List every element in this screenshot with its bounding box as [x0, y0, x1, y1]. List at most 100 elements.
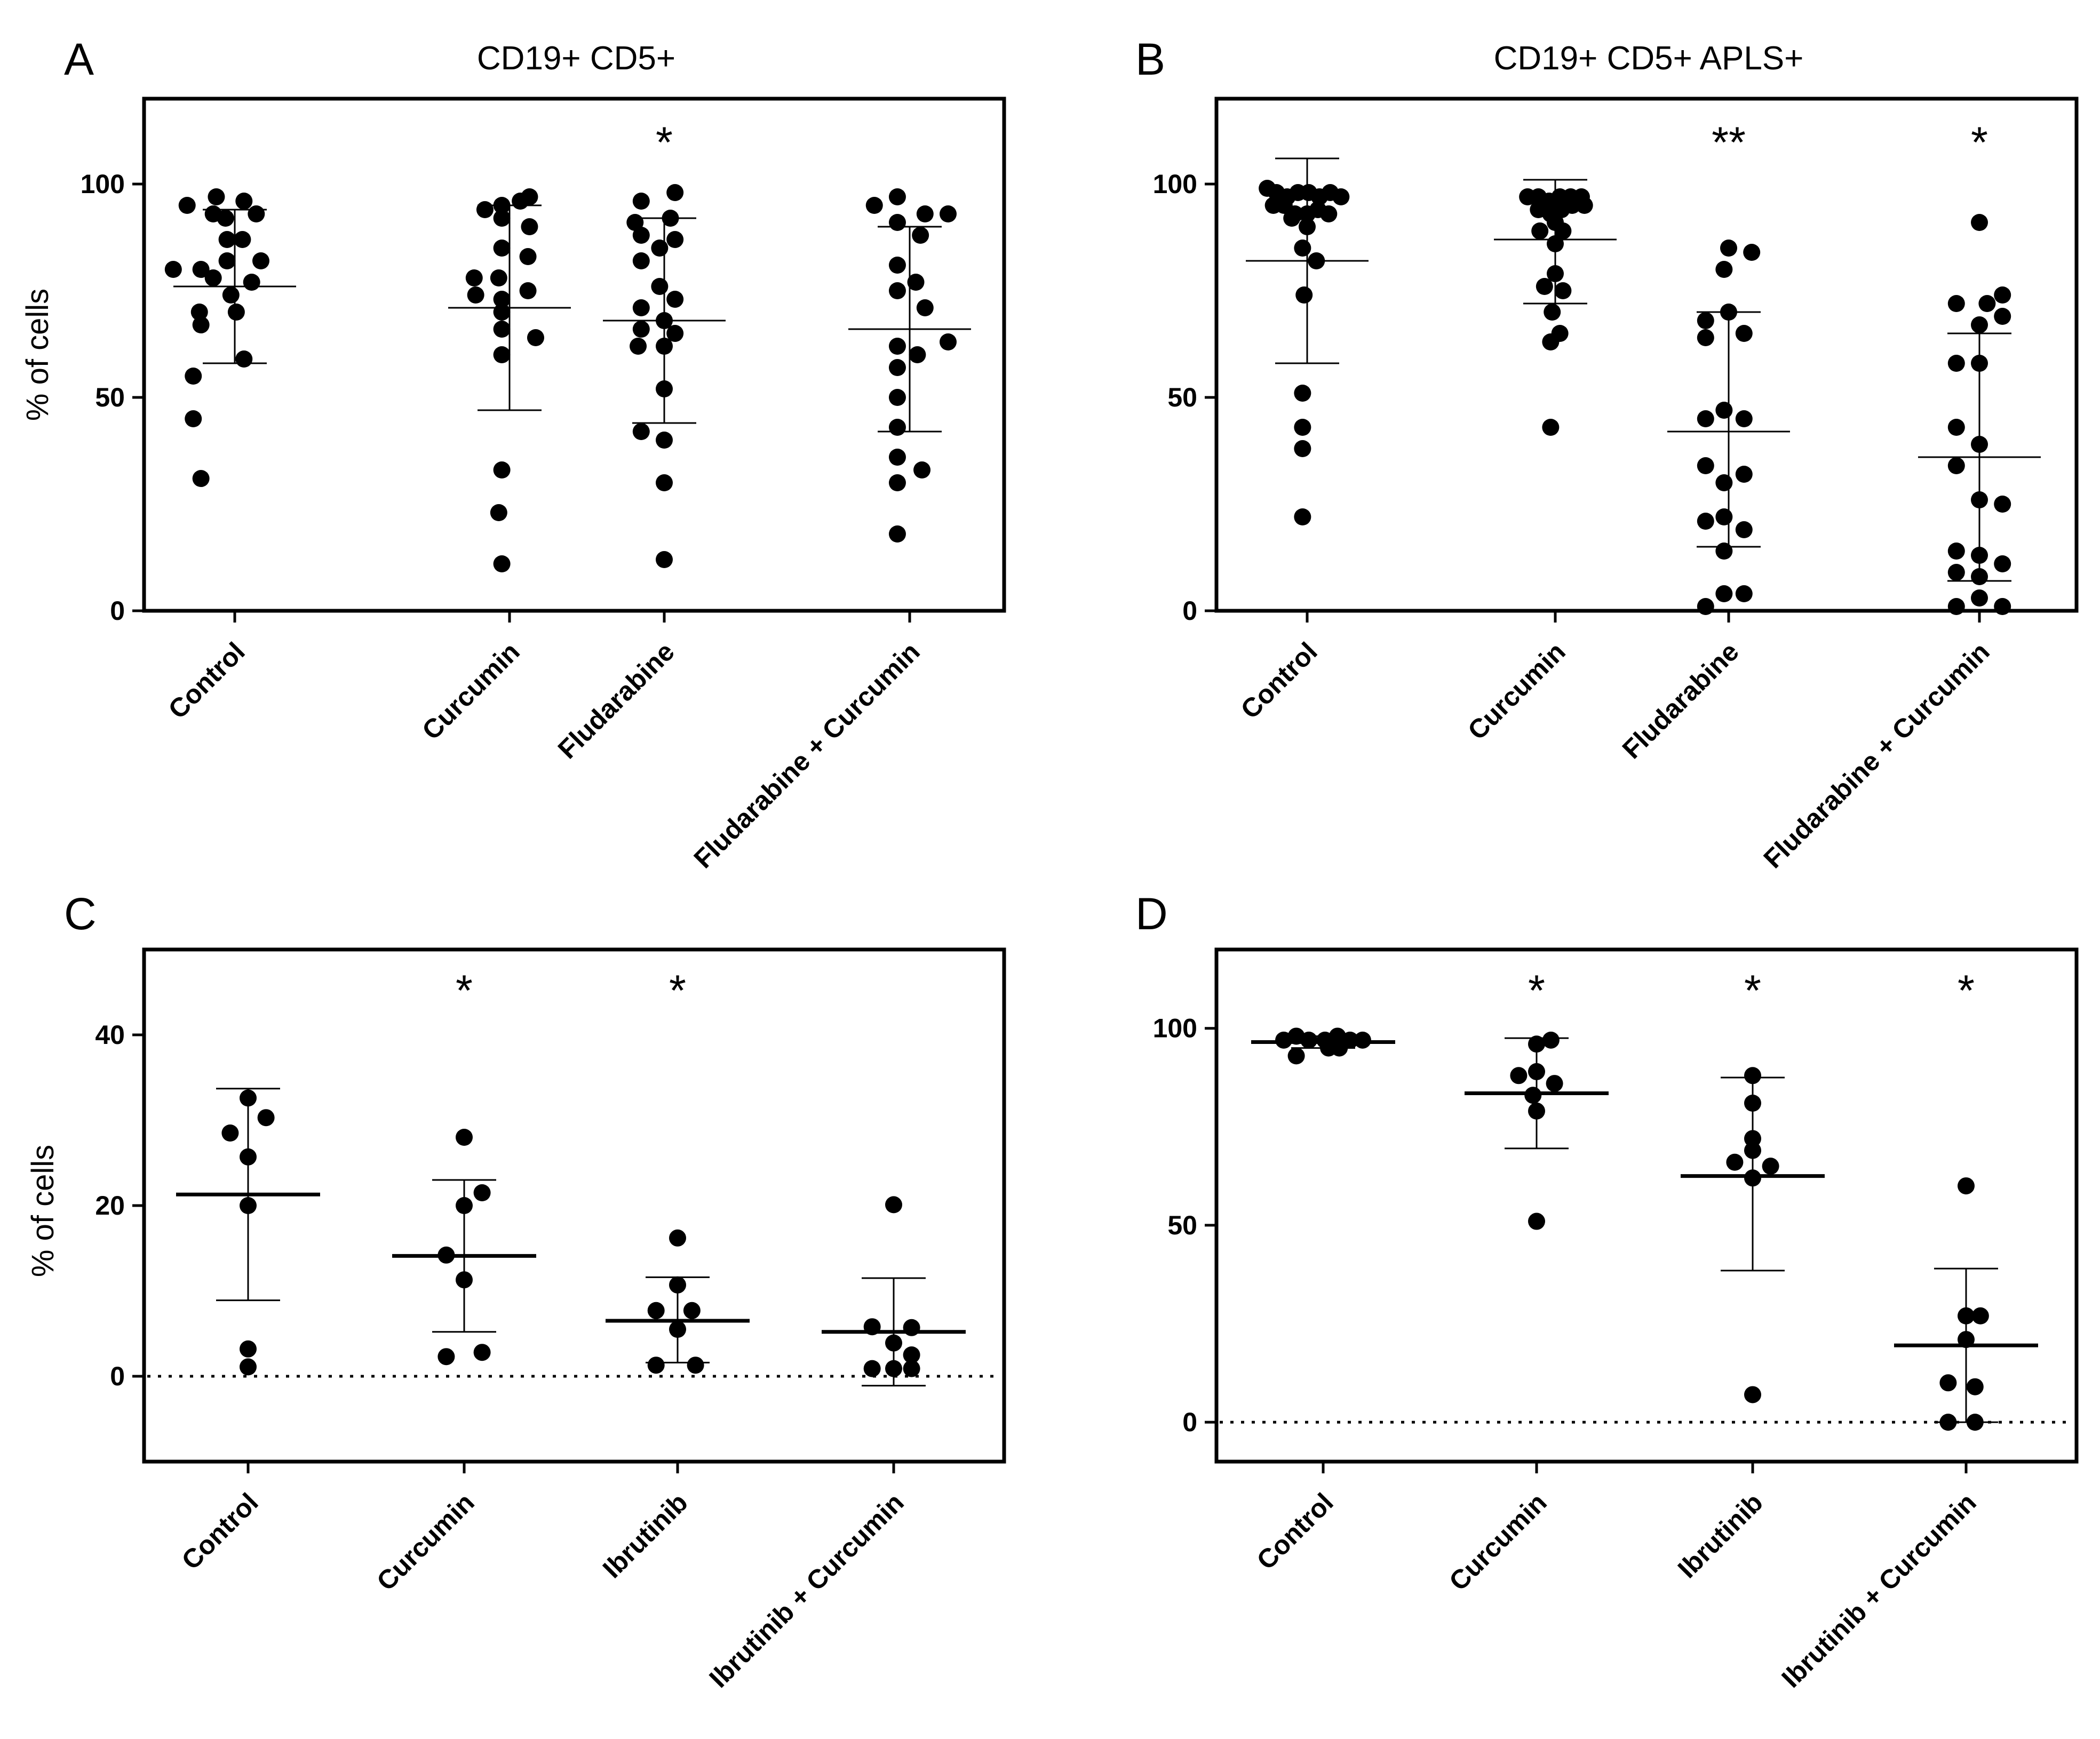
panel-d-data-point — [1939, 1414, 1957, 1431]
panel-d-data-point — [1331, 1039, 1348, 1057]
panel-b-data-point — [1735, 410, 1753, 427]
panel-d-group-4: Ibrutinib + Curcumin * — [1776, 967, 2038, 1693]
panel-a-data-point — [632, 423, 650, 440]
panel-c-letter: C — [64, 889, 97, 939]
panel-d-data-point — [1966, 1414, 1984, 1431]
panel-d-category-label: Ibrutinib + Curcumin — [1776, 1487, 1982, 1693]
panel-a-data-point — [888, 282, 906, 299]
panel-a-category-label: Fludarabine — [552, 636, 680, 764]
panel-c-data-point — [438, 1246, 455, 1264]
panel-b-significance-marker: * — [1971, 118, 1988, 167]
panel-b-data-point — [1294, 240, 1311, 257]
panel-d-category-label: Curcumin — [1443, 1487, 1553, 1597]
panel-a-data-point — [204, 269, 222, 286]
panel-c-group-1: Control — [176, 1088, 320, 1575]
panel-b-data-point — [1294, 419, 1311, 436]
panel-c-data-point — [438, 1348, 455, 1366]
panel-b-data-point — [1294, 440, 1311, 457]
panel-b-data-point — [1971, 316, 1988, 333]
panel-b-data-point — [1947, 543, 1965, 560]
panel-b-group-3: Fludarabine ** — [1617, 118, 1790, 764]
panel-c-category-label: Ibrutinib + Curcumin — [703, 1487, 909, 1693]
panel-a-data-point — [465, 269, 483, 286]
panel-a-group-2: Curcumin — [416, 188, 571, 746]
panel-a-data-point — [493, 555, 511, 572]
panel-d-significance-marker: * — [1958, 967, 1975, 1015]
panel-d-significance-marker: * — [1528, 967, 1545, 1015]
panel-b-data-point — [1554, 282, 1572, 299]
panel-b-data-point — [1971, 547, 1988, 564]
panel-a-letter: A — [64, 34, 94, 84]
panel-d-letter: D — [1135, 889, 1168, 939]
panel-b-title: CD19+ CD5+ APLS+ — [1494, 40, 1804, 77]
panel-a-data-point — [656, 312, 673, 329]
panel-a-data-point — [656, 551, 673, 568]
panel-b-data-point — [1697, 329, 1714, 346]
panel-a-data-point — [222, 286, 240, 304]
panel-a-data-point — [493, 461, 511, 478]
panel-a-data-point — [888, 214, 906, 231]
panel-a-y-tick-label: 50 — [95, 382, 125, 412]
panel-b-data-point — [1542, 419, 1560, 436]
panel-b-data-point — [1735, 466, 1753, 483]
panel-b-data-point — [1563, 197, 1581, 214]
panel-b-significance-marker: ** — [1712, 118, 1746, 167]
panel-b-letter: B — [1135, 34, 1165, 84]
panel-a-data-point — [888, 389, 906, 406]
panel-a-data-point — [164, 261, 182, 278]
panel-c-data-point — [885, 1196, 902, 1214]
panel-b-data-point — [1294, 385, 1311, 402]
panel-a-data-point — [630, 338, 647, 355]
panel-d-data-point — [1546, 1075, 1563, 1092]
panel-b-data-point — [1295, 286, 1313, 304]
panel-d-data-point — [1971, 1307, 1989, 1325]
panel-b-data-point — [1715, 585, 1733, 602]
panel-d-data-point — [1542, 1031, 1560, 1049]
panel-a: A CD19+ CD5+ % of cells 0 50 100 Control Curcum… — [20, 34, 1006, 874]
panel-c-data-point — [473, 1184, 491, 1201]
panel-a-data-point — [666, 325, 684, 342]
panel-a-data-point — [662, 210, 679, 227]
panel-d-plot-frame — [1214, 947, 2079, 1464]
panel-b-data-point — [1947, 419, 1965, 436]
panel-a-y-axis-title: % of cells — [20, 289, 55, 421]
panel-b-data-point — [1715, 261, 1733, 278]
panel-b-group-2: Curcumin — [1462, 179, 1617, 746]
panel-b-data-point — [1971, 355, 1988, 372]
panel-c-group-3: Ibrutinib * — [597, 967, 750, 1584]
panel-a-data-point — [185, 368, 202, 385]
panel-d-data-point — [1300, 1031, 1318, 1049]
panel-b-data-point — [1720, 304, 1737, 321]
panel-a-data-point — [218, 231, 236, 248]
panel-a-data-point — [519, 248, 537, 265]
panel-a-category-label: Control — [163, 636, 251, 724]
panel-a-data-point — [493, 291, 511, 308]
panel-c-data-point — [903, 1346, 920, 1363]
panel-a-data-point — [493, 210, 511, 227]
panel-a-data-point — [888, 419, 906, 436]
panel-c-data-point — [669, 1229, 686, 1247]
panel-d-data-point — [1524, 1087, 1542, 1104]
panel-a-data-point — [940, 333, 957, 350]
panel-a-significance-marker: * — [656, 118, 673, 167]
panel-c-data-point — [240, 1089, 257, 1107]
panel-b-data-point — [1971, 568, 1988, 585]
panel-d-data-point — [1528, 1063, 1545, 1080]
panel-d-category-label: Ibrutinib — [1672, 1487, 1769, 1584]
panel-a-category-label: Fludarabine + Curcumin — [688, 636, 925, 874]
panel-b-plot-frame — [1214, 97, 2079, 613]
panel-c-data-point — [885, 1334, 902, 1352]
panel-a-data-point — [888, 359, 906, 376]
panel-c-data-point — [240, 1340, 257, 1358]
panel-a-data-point — [490, 269, 507, 286]
panel-c-y-tick-label: 0 — [110, 1361, 125, 1391]
panel-b-data-point — [1576, 197, 1593, 214]
panel-b-data-point — [1531, 222, 1549, 240]
panel-c-data-point — [221, 1124, 239, 1142]
panel-a-data-point — [632, 299, 650, 316]
panel-b-data-point — [1554, 222, 1572, 240]
panel-a-data-point — [218, 252, 236, 269]
panel-a-data-point — [235, 350, 253, 368]
panel-c-group-4: Ibrutinib + Curcumin — [703, 1196, 966, 1693]
panel-a-group-3: Fludarabine * — [552, 118, 726, 764]
